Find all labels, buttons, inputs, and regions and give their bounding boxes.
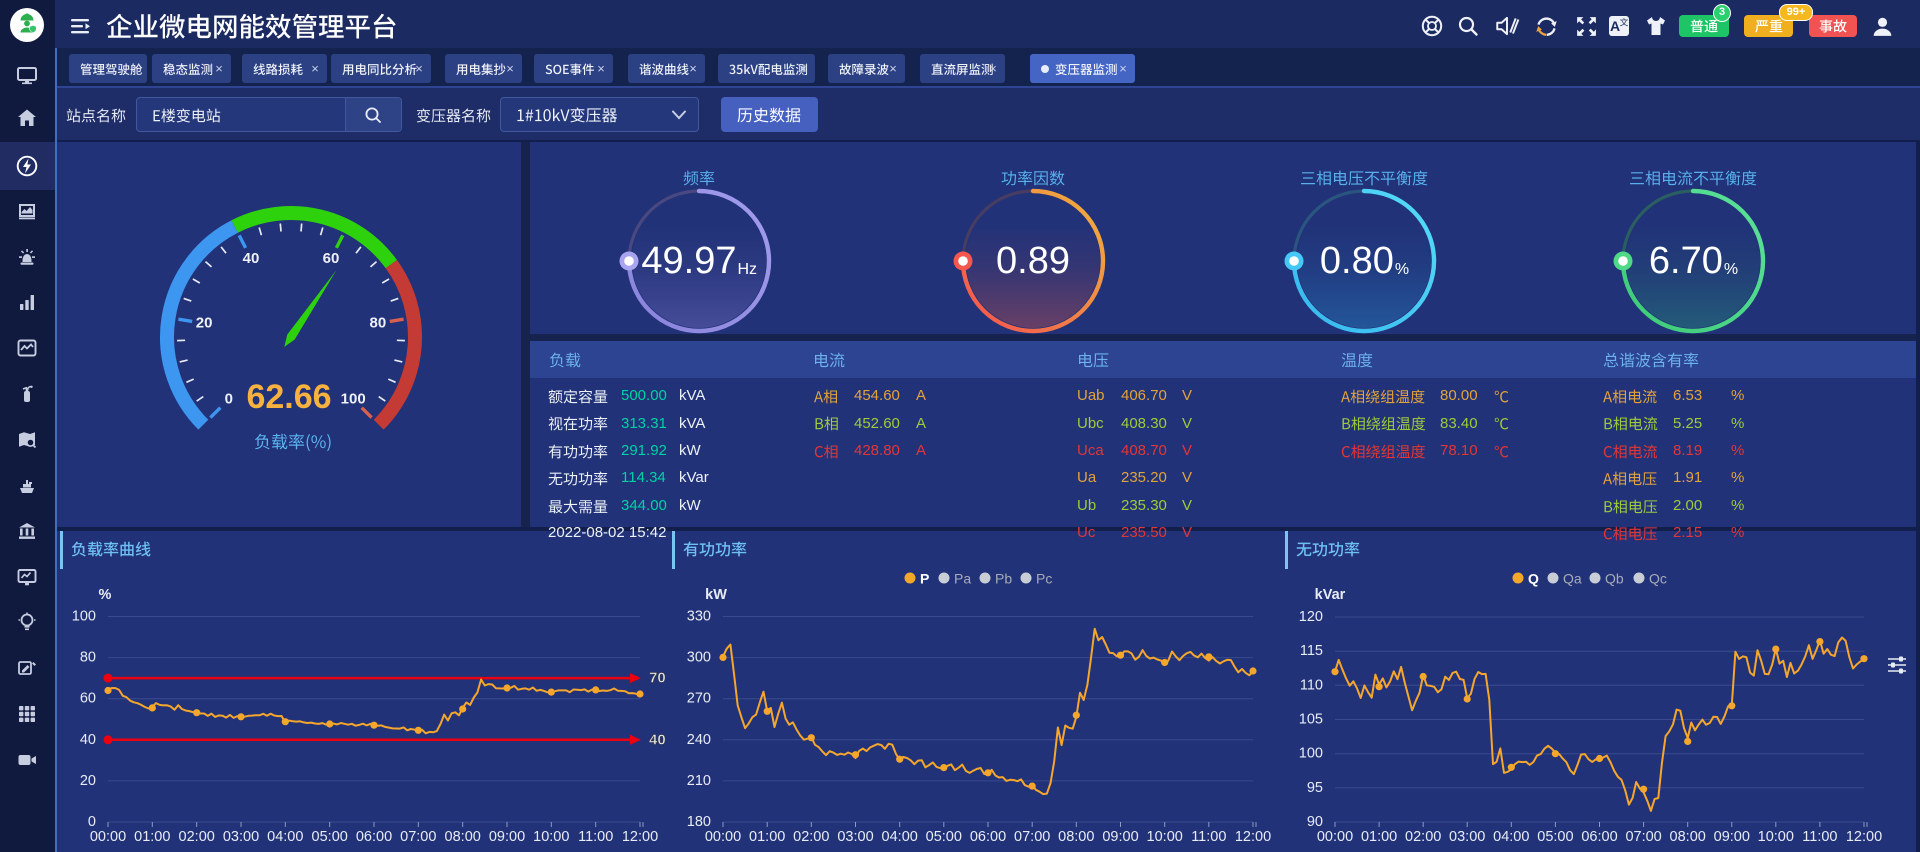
svg-text:%: % — [99, 587, 112, 603]
svg-text:12:00: 12:00 — [622, 829, 658, 845]
svg-text:00:00: 00:00 — [90, 829, 126, 845]
svg-text:01:00: 01:00 — [1361, 829, 1397, 845]
svg-text:210: 210 — [687, 773, 711, 789]
svg-text:07:00: 07:00 — [1014, 829, 1050, 845]
svg-text:01:00: 01:00 — [134, 829, 170, 845]
svg-text:60: 60 — [323, 250, 340, 267]
svg-text:11:00: 11:00 — [1802, 829, 1837, 845]
svg-text:03:00: 03:00 — [223, 829, 259, 845]
svg-text:Pa: Pa — [954, 571, 971, 587]
svg-text:kVar: kVar — [1315, 587, 1346, 603]
svg-text:07:00: 07:00 — [1625, 829, 1661, 845]
svg-text:40: 40 — [80, 732, 96, 748]
svg-text:105: 105 — [1299, 712, 1323, 728]
svg-text:100: 100 — [341, 391, 366, 408]
svg-text:04:00: 04:00 — [267, 829, 303, 845]
svg-text:80: 80 — [80, 650, 96, 666]
svg-text:12:00: 12:00 — [1235, 829, 1271, 845]
svg-text:00:00: 00:00 — [705, 829, 741, 845]
svg-text:10:00: 10:00 — [1147, 829, 1183, 845]
svg-text:A: A — [1610, 18, 1620, 34]
svg-text:240: 240 — [687, 732, 711, 748]
svg-text:0: 0 — [225, 391, 233, 408]
svg-text:09:00: 09:00 — [1102, 829, 1138, 845]
svg-text:00:00: 00:00 — [1317, 829, 1353, 845]
svg-text:05:00: 05:00 — [1537, 829, 1573, 845]
svg-text:06:00: 06:00 — [970, 829, 1006, 845]
svg-text:Pc: Pc — [1036, 571, 1052, 587]
svg-text:115: 115 — [1300, 643, 1323, 659]
svg-text:01:00: 01:00 — [749, 829, 785, 845]
svg-text:270: 270 — [687, 691, 711, 707]
svg-text:Qc: Qc — [1649, 571, 1667, 587]
svg-text:08:00: 08:00 — [1670, 829, 1706, 845]
svg-text:kW: kW — [705, 587, 727, 603]
svg-text:04:00: 04:00 — [1493, 829, 1529, 845]
svg-text:Qa: Qa — [1563, 571, 1582, 587]
svg-text:20: 20 — [196, 315, 213, 332]
svg-text:11:00: 11:00 — [1191, 829, 1226, 845]
svg-text:110: 110 — [1300, 677, 1323, 693]
svg-text:70: 70 — [649, 670, 666, 687]
svg-text:06:00: 06:00 — [1581, 829, 1617, 845]
svg-text:330: 330 — [687, 609, 711, 625]
svg-text:07:00: 07:00 — [400, 829, 436, 845]
svg-text:08:00: 08:00 — [1058, 829, 1094, 845]
svg-text:60: 60 — [80, 691, 96, 707]
svg-text:02:00: 02:00 — [1405, 829, 1441, 845]
svg-text:11:00: 11:00 — [578, 829, 613, 845]
svg-text:09:00: 09:00 — [489, 829, 525, 845]
svg-text:Pb: Pb — [995, 571, 1012, 587]
svg-text:03:00: 03:00 — [837, 829, 873, 845]
svg-text:10:00: 10:00 — [533, 829, 569, 845]
svg-text:05:00: 05:00 — [926, 829, 962, 845]
svg-text:40: 40 — [649, 731, 666, 748]
svg-text:04:00: 04:00 — [882, 829, 918, 845]
svg-text:Q: Q — [1528, 571, 1539, 587]
svg-text:100: 100 — [72, 609, 96, 625]
svg-text:20: 20 — [80, 773, 96, 789]
svg-text:180: 180 — [687, 814, 711, 830]
svg-text:95: 95 — [1307, 780, 1323, 796]
svg-text:P: P — [920, 571, 929, 587]
svg-text:08:00: 08:00 — [445, 829, 481, 845]
svg-text:90: 90 — [1307, 814, 1323, 830]
svg-text:03:00: 03:00 — [1449, 829, 1485, 845]
svg-text:02:00: 02:00 — [179, 829, 215, 845]
svg-text:100: 100 — [1299, 746, 1323, 762]
svg-text:12:00: 12:00 — [1846, 829, 1882, 845]
svg-text:80: 80 — [370, 315, 387, 332]
svg-text:0: 0 — [88, 814, 96, 830]
svg-text:120: 120 — [1299, 609, 1323, 625]
svg-text:09:00: 09:00 — [1714, 829, 1750, 845]
svg-text:10:00: 10:00 — [1758, 829, 1794, 845]
svg-text:300: 300 — [687, 650, 711, 666]
svg-text:40: 40 — [243, 250, 260, 267]
svg-text:05:00: 05:00 — [312, 829, 348, 845]
svg-text:02:00: 02:00 — [793, 829, 829, 845]
svg-text:06:00: 06:00 — [356, 829, 392, 845]
svg-text:Qb: Qb — [1605, 571, 1624, 587]
